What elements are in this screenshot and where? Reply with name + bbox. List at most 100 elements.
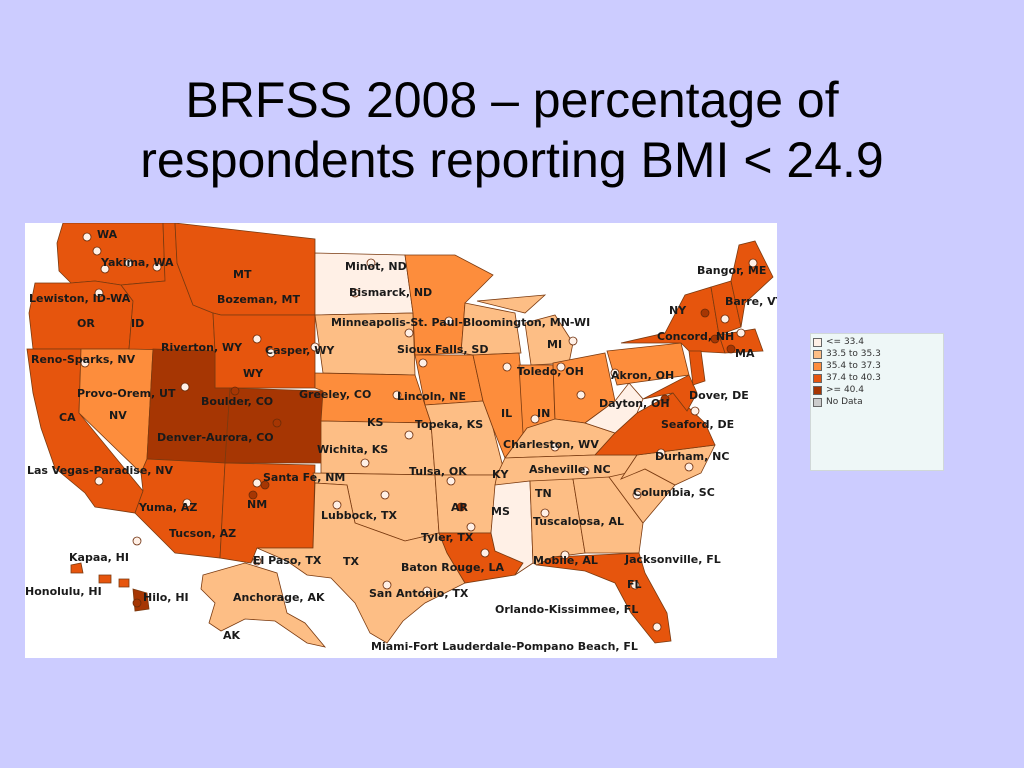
map-svg: WA Yakima, WA MT Minot, ND Bangor, ME Bi… bbox=[25, 223, 777, 653]
label-greeley: Greeley, CO bbox=[299, 388, 371, 401]
legend-item: 33.5 to 35.3 bbox=[813, 348, 943, 360]
label-boulder: Boulder, CO bbox=[201, 395, 273, 408]
state-mi-upper bbox=[476, 294, 547, 314]
label-ms: MS bbox=[491, 505, 510, 518]
label-yuma: Yuma, AZ bbox=[138, 501, 197, 514]
label-riverton: Riverton, WY bbox=[161, 341, 243, 354]
label-honolulu: Honolulu, HI bbox=[25, 585, 102, 598]
state-fl bbox=[535, 552, 672, 644]
label-tulsa: Tulsa, OK bbox=[409, 465, 467, 478]
state-ny bbox=[620, 286, 726, 354]
legend-label: 37.4 to 40.3 bbox=[826, 373, 881, 383]
label-ma: MA bbox=[735, 347, 755, 360]
label-orlando: Orlando-Kissimmee, FL bbox=[495, 603, 638, 616]
legend-swatch bbox=[813, 349, 822, 359]
label-san-antonio: San Antonio, TX bbox=[369, 587, 469, 600]
state-md bbox=[642, 374, 698, 412]
label-mi: MI bbox=[547, 338, 562, 351]
label-provo: Provo-Orem, UT bbox=[77, 387, 176, 400]
label-wy: WY bbox=[243, 367, 264, 380]
slide-title: BRFSS 2008 – percentage of respondents r… bbox=[0, 70, 1024, 190]
legend-label: >= 40.4 bbox=[826, 385, 864, 395]
label-hilo: Hilo, HI bbox=[143, 591, 189, 604]
state-ga bbox=[572, 476, 644, 554]
legend-item: 35.4 to 37.3 bbox=[813, 360, 943, 372]
state-me bbox=[730, 240, 774, 328]
legend-swatch bbox=[813, 385, 822, 395]
label-ca: CA bbox=[59, 411, 76, 424]
legend-swatch bbox=[813, 337, 822, 347]
legend-swatch bbox=[813, 397, 822, 407]
title-line-2: respondents reporting BMI < 24.9 bbox=[140, 132, 884, 188]
map-legend: <= 33.4 33.5 to 35.3 35.4 to 37.3 37.4 t… bbox=[810, 333, 944, 471]
label-lincoln: Lincoln, NE bbox=[397, 390, 466, 403]
legend-item: 37.4 to 40.3 bbox=[813, 372, 943, 384]
label-ny: NY bbox=[669, 304, 687, 317]
legend-item: >= 40.4 bbox=[813, 384, 943, 396]
label-il: IL bbox=[501, 407, 512, 420]
label-jacksonville: Jacksonville, FL bbox=[624, 553, 721, 566]
label-dayton: Dayton, OH bbox=[599, 397, 670, 410]
label-toledo: Toledo, OH bbox=[517, 365, 584, 378]
label-concord: Concord, NH bbox=[657, 330, 734, 343]
label-tx: TX bbox=[343, 555, 360, 568]
label-ks: KS bbox=[367, 416, 384, 429]
state-hi-2 bbox=[98, 574, 112, 584]
state-mi bbox=[524, 314, 574, 366]
label-or: OR bbox=[77, 317, 95, 330]
legend-item: <= 33.4 bbox=[813, 336, 943, 348]
label-ar: AR bbox=[451, 501, 469, 514]
map-labels: WA Yakima, WA MT Minot, ND Bangor, ME Bi… bbox=[25, 228, 777, 653]
label-sioux-falls: Sioux Falls, SD bbox=[397, 343, 488, 356]
label-tyler: Tyler, TX bbox=[421, 531, 474, 544]
label-kapaa: Kapaa, HI bbox=[69, 551, 129, 564]
label-tucson: Tucson, AZ bbox=[169, 527, 236, 540]
label-ak: AK bbox=[223, 629, 241, 642]
label-las-vegas: Las Vegas-Paradise, NV bbox=[27, 464, 173, 477]
title-line-1: BRFSS 2008 – percentage of bbox=[185, 72, 839, 128]
legend-label: 33.5 to 35.3 bbox=[826, 349, 881, 359]
legend-item: No Data bbox=[813, 396, 943, 408]
label-id: ID bbox=[131, 317, 144, 330]
label-tn: TN bbox=[535, 487, 552, 500]
label-wa: WA bbox=[97, 228, 118, 241]
label-anchorage: Anchorage, AK bbox=[233, 591, 325, 604]
label-in: IN bbox=[537, 407, 550, 420]
label-tuscaloosa: Tuscaloosa, AL bbox=[533, 515, 624, 528]
state-nj bbox=[688, 350, 706, 386]
label-reno: Reno-Sparks, NV bbox=[31, 353, 136, 366]
label-dover: Dover, DE bbox=[689, 389, 749, 402]
legend-label: <= 33.4 bbox=[826, 337, 864, 347]
label-ky: KY bbox=[492, 468, 510, 481]
label-lewiston: Lewiston, ID-WA bbox=[29, 292, 131, 305]
legend-label: No Data bbox=[826, 397, 863, 407]
label-minneapolis: Minneapolis-St. Paul-Bloomington, MN-WI bbox=[331, 316, 590, 329]
label-minot: Minot, ND bbox=[345, 260, 407, 273]
legend-label: 35.4 to 37.3 bbox=[826, 361, 881, 371]
label-bismarck: Bismarck, ND bbox=[349, 286, 432, 299]
states bbox=[26, 223, 774, 648]
us-choropleth-map: WA Yakima, WA MT Minot, ND Bangor, ME Bi… bbox=[25, 223, 777, 658]
label-barre: Barre, VT bbox=[725, 295, 777, 308]
state-tx bbox=[256, 482, 466, 644]
label-columbia: Columbia, SC bbox=[633, 486, 715, 499]
state-hi-3 bbox=[118, 578, 130, 588]
label-bangor: Bangor, ME bbox=[697, 264, 766, 277]
label-topeka: Topeka, KS bbox=[415, 418, 483, 431]
label-bozeman: Bozeman, MT bbox=[217, 293, 300, 306]
label-lubbock: Lubbock, TX bbox=[321, 509, 397, 522]
label-denver: Denver-Aurora, CO bbox=[157, 431, 274, 444]
label-wichita: Wichita, KS bbox=[317, 443, 388, 456]
label-fl: FL bbox=[627, 578, 642, 591]
label-asheville: Asheville, NC bbox=[529, 463, 611, 476]
label-yakima: Yakima, WA bbox=[100, 256, 174, 269]
label-charleston: Charleston, WV bbox=[503, 438, 599, 451]
label-seaford: Seaford, DE bbox=[661, 418, 734, 431]
legend-swatch bbox=[813, 361, 822, 371]
legend-swatch bbox=[813, 373, 822, 383]
label-baton-rouge: Baton Rouge, LA bbox=[401, 561, 504, 574]
city-markers bbox=[80, 232, 758, 632]
label-miami: Miami-Fort Lauderdale-Pompano Beach, FL bbox=[371, 640, 638, 653]
label-el-paso: El Paso, TX bbox=[253, 554, 322, 567]
label-mt: MT bbox=[233, 268, 252, 281]
